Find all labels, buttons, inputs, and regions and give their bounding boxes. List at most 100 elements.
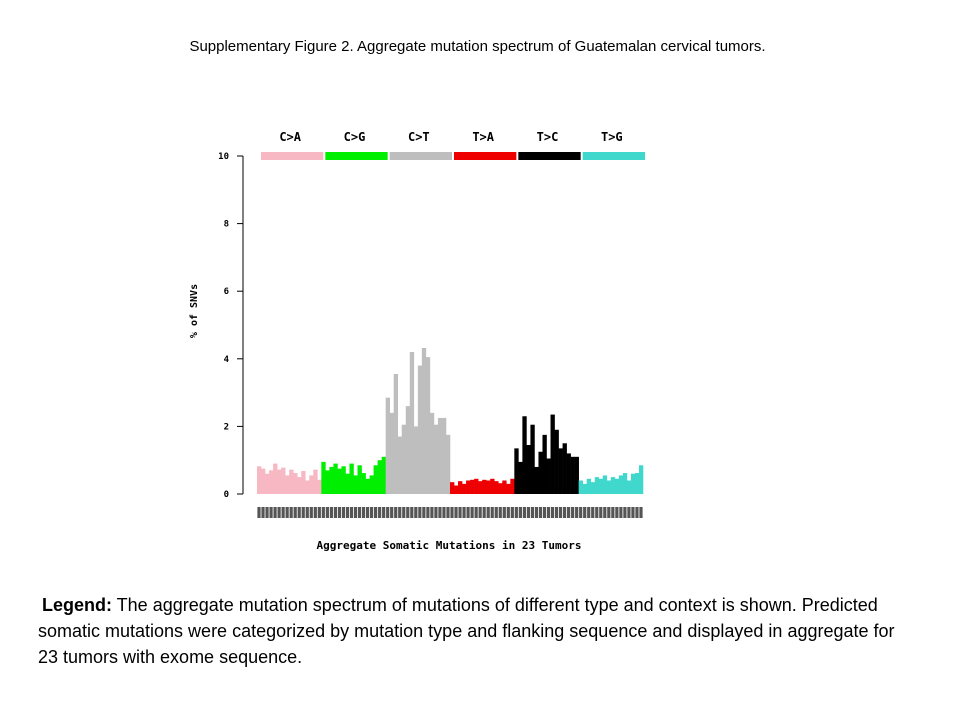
bar	[413, 426, 419, 494]
x-tick-label	[571, 507, 575, 518]
x-tick-label	[518, 507, 522, 518]
bar	[634, 473, 640, 494]
x-tick-label	[361, 507, 366, 518]
x-tick-label	[623, 507, 627, 518]
x-tick-label	[591, 507, 595, 518]
y-axis-label: % of SNVs	[189, 284, 200, 338]
bar	[518, 461, 523, 494]
x-tick-label	[615, 507, 619, 518]
bar	[313, 469, 318, 494]
figure-title: Supplementary Figure 2. Aggregate mutati…	[189, 38, 766, 55]
bar	[341, 466, 346, 494]
legend-label: C>G	[344, 130, 366, 144]
x-tick-label	[398, 507, 402, 518]
bar	[510, 478, 515, 494]
bar	[301, 471, 306, 494]
bar	[478, 481, 483, 494]
bar	[369, 475, 374, 494]
bar	[630, 473, 636, 494]
x-tick-label	[442, 507, 446, 518]
bar	[562, 443, 567, 494]
bar	[458, 481, 463, 494]
bar	[393, 374, 399, 494]
x-tick-label	[297, 507, 301, 518]
bar	[269, 470, 274, 494]
bar	[626, 480, 632, 494]
bar	[594, 477, 600, 494]
x-tick-label	[494, 507, 498, 518]
bar	[297, 477, 302, 494]
bar	[377, 460, 382, 494]
bar	[361, 473, 366, 494]
x-tick-label	[337, 507, 342, 518]
bar	[345, 473, 350, 494]
x-tick-label	[567, 507, 571, 518]
x-tick-label	[450, 507, 454, 518]
bar	[421, 347, 427, 494]
bar	[526, 444, 531, 494]
y-tick-label: 6	[224, 287, 229, 297]
bar	[466, 480, 471, 494]
x-tick-label	[514, 507, 518, 518]
x-tick-label	[434, 507, 438, 518]
bar	[622, 473, 628, 494]
x-tick-label	[542, 507, 547, 518]
bar	[550, 414, 555, 494]
x-tick-label	[502, 507, 506, 518]
x-tick-label	[562, 507, 567, 518]
bar	[293, 473, 298, 494]
legend-swatch	[389, 152, 452, 160]
bar	[462, 483, 467, 494]
x-tick-label	[369, 507, 374, 518]
legend-label: C>A	[279, 130, 301, 144]
x-tick-label	[426, 507, 430, 518]
bar	[349, 463, 354, 494]
bar	[602, 475, 608, 494]
bar	[502, 480, 507, 494]
x-tick-label	[313, 507, 317, 518]
bar	[542, 434, 547, 494]
x-tick-label	[301, 507, 305, 518]
x-tick-label	[583, 507, 587, 518]
x-tick-label	[486, 507, 490, 518]
legend-swatch	[454, 152, 517, 160]
legend-swatch	[582, 152, 645, 160]
bar	[409, 352, 415, 494]
x-tick-label	[402, 507, 406, 518]
x-tick-label	[281, 507, 285, 518]
x-tick-label	[538, 507, 543, 518]
bar	[317, 479, 322, 494]
bar	[325, 470, 330, 494]
x-tick-label	[454, 507, 458, 518]
legend-label: T>C	[537, 130, 559, 144]
mutation-spectrum-chart: 0 2 4 6 8 10 C>A C>G C>T T>A T>C T>G % of SNVs Agg…	[189, 130, 645, 552]
bar	[566, 453, 571, 494]
x-tick-label	[550, 507, 555, 518]
bar	[570, 456, 575, 494]
x-tick-label	[289, 507, 293, 518]
bar	[273, 463, 278, 494]
bar	[425, 357, 431, 494]
x-tick-label	[357, 507, 362, 518]
y-tick-label: 4	[224, 355, 230, 365]
x-tick-label	[627, 507, 631, 518]
x-tick-label	[382, 507, 386, 518]
x-tick-label	[611, 507, 615, 518]
x-tick-label	[575, 507, 579, 518]
x-tick-label	[422, 507, 426, 518]
bar	[490, 478, 495, 494]
bar	[530, 424, 535, 494]
x-tick-label	[430, 507, 434, 518]
x-tick-label	[410, 507, 414, 518]
bar	[486, 480, 491, 494]
x-tick-label	[277, 507, 281, 518]
x-tick-label	[482, 507, 486, 518]
x-tick-label	[579, 507, 583, 518]
bar	[281, 467, 286, 494]
bar	[474, 478, 479, 494]
bar	[329, 466, 334, 494]
x-tick-label	[265, 507, 269, 518]
bar	[405, 406, 411, 494]
bar	[289, 469, 294, 494]
y-tick-label: 10	[218, 152, 229, 162]
